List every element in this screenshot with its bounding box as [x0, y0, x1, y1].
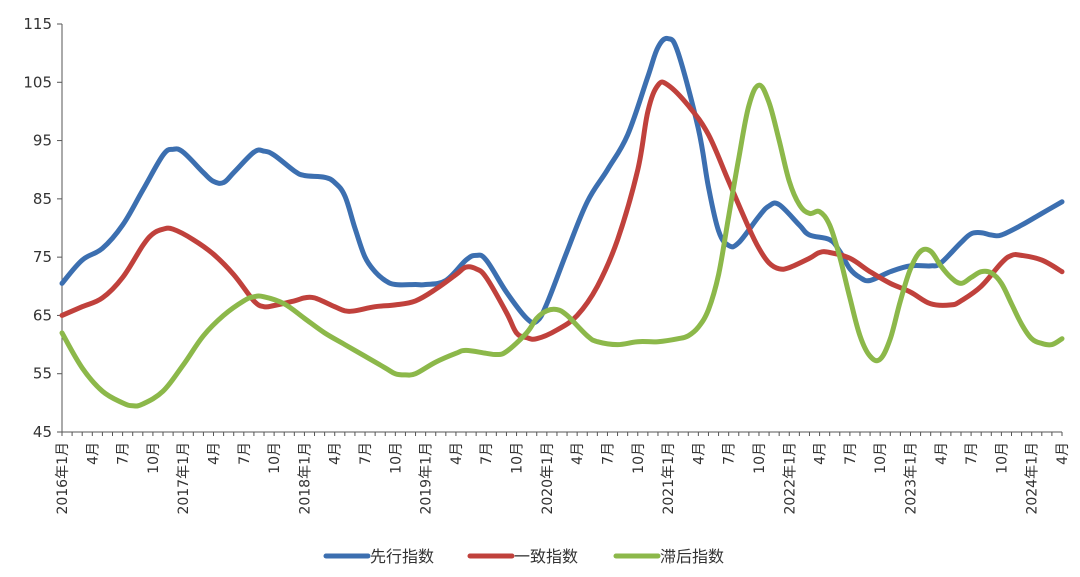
- x-tick-label: 4月: [934, 442, 950, 465]
- series-line-3: [59, 82, 1065, 409]
- x-tick-label: 4月: [1055, 442, 1071, 465]
- x-tick-label: 7月: [722, 442, 738, 465]
- x-tick-label: 4月: [691, 442, 707, 465]
- x-tick-label: 2021年1月: [661, 442, 677, 515]
- legend-label: 先行指数: [370, 547, 434, 566]
- x-tick-label: 2016年1月: [55, 442, 71, 515]
- y-axis: 45 55 65 75 85 95 105 115: [23, 15, 63, 441]
- y-tick-label: 85: [33, 190, 52, 208]
- series-line-2: [59, 79, 1065, 342]
- x-tick-label: 10月: [994, 442, 1010, 474]
- y-tick-label: 65: [33, 306, 52, 324]
- x-tick-label: 2017年1月: [176, 442, 192, 515]
- x-tick-label: 2018年1月: [297, 442, 313, 515]
- x-tick-label: 2020年1月: [540, 442, 556, 515]
- x-tick-label: 7月: [600, 442, 616, 465]
- x-tick-label: 2022年1月: [782, 442, 798, 515]
- x-tick-label: 2023年1月: [903, 442, 919, 515]
- y-tick-label: 45: [33, 423, 52, 441]
- x-tick-label: 10月: [631, 442, 647, 474]
- x-tick-label: 2024年1月: [1025, 442, 1041, 515]
- y-tick-label: 105: [23, 73, 52, 91]
- series-lines: [59, 35, 1065, 409]
- series-line-1: [59, 35, 1065, 326]
- x-tick-label: 7月: [479, 442, 495, 465]
- x-tick-label: 7月: [116, 442, 132, 465]
- x-tick-label: 4月: [570, 442, 586, 465]
- x-tick-label: 7月: [964, 442, 980, 465]
- x-tick-label: 7月: [237, 442, 253, 465]
- x-tick-label: 10月: [510, 442, 526, 474]
- x-tick-label: 7月: [358, 442, 374, 465]
- legend-label: 滞后指数: [660, 547, 724, 566]
- legend: 先行指数 一致指数 滞后指数: [323, 547, 724, 566]
- x-tick-label: 4月: [813, 442, 829, 465]
- legend-label: 一致指数: [514, 547, 578, 566]
- x-tick-label: 4月: [207, 442, 223, 465]
- x-tick-label: 4月: [449, 442, 465, 465]
- x-tick-label: 10月: [267, 442, 283, 474]
- x-tick-label: 10月: [873, 442, 889, 474]
- y-tick-label: 115: [23, 15, 52, 33]
- x-tick-label: 4月: [85, 442, 101, 465]
- y-tick-label: 75: [33, 248, 52, 266]
- x-tick-label: 10月: [388, 442, 404, 474]
- x-tick-label: 10月: [146, 442, 162, 474]
- x-tick-label: 7月: [843, 442, 859, 465]
- x-tick-label: 10月: [752, 442, 768, 474]
- y-tick-label: 55: [33, 365, 52, 383]
- x-tick-label: 2019年1月: [419, 442, 435, 515]
- y-tick-label: 95: [33, 132, 52, 150]
- x-axis: 2016年1月 4月 7月 10月 2017年1月 4月 7月 10月 2018年1月 4月 7月 1…: [55, 431, 1071, 515]
- x-tick-label: 4月: [328, 442, 344, 465]
